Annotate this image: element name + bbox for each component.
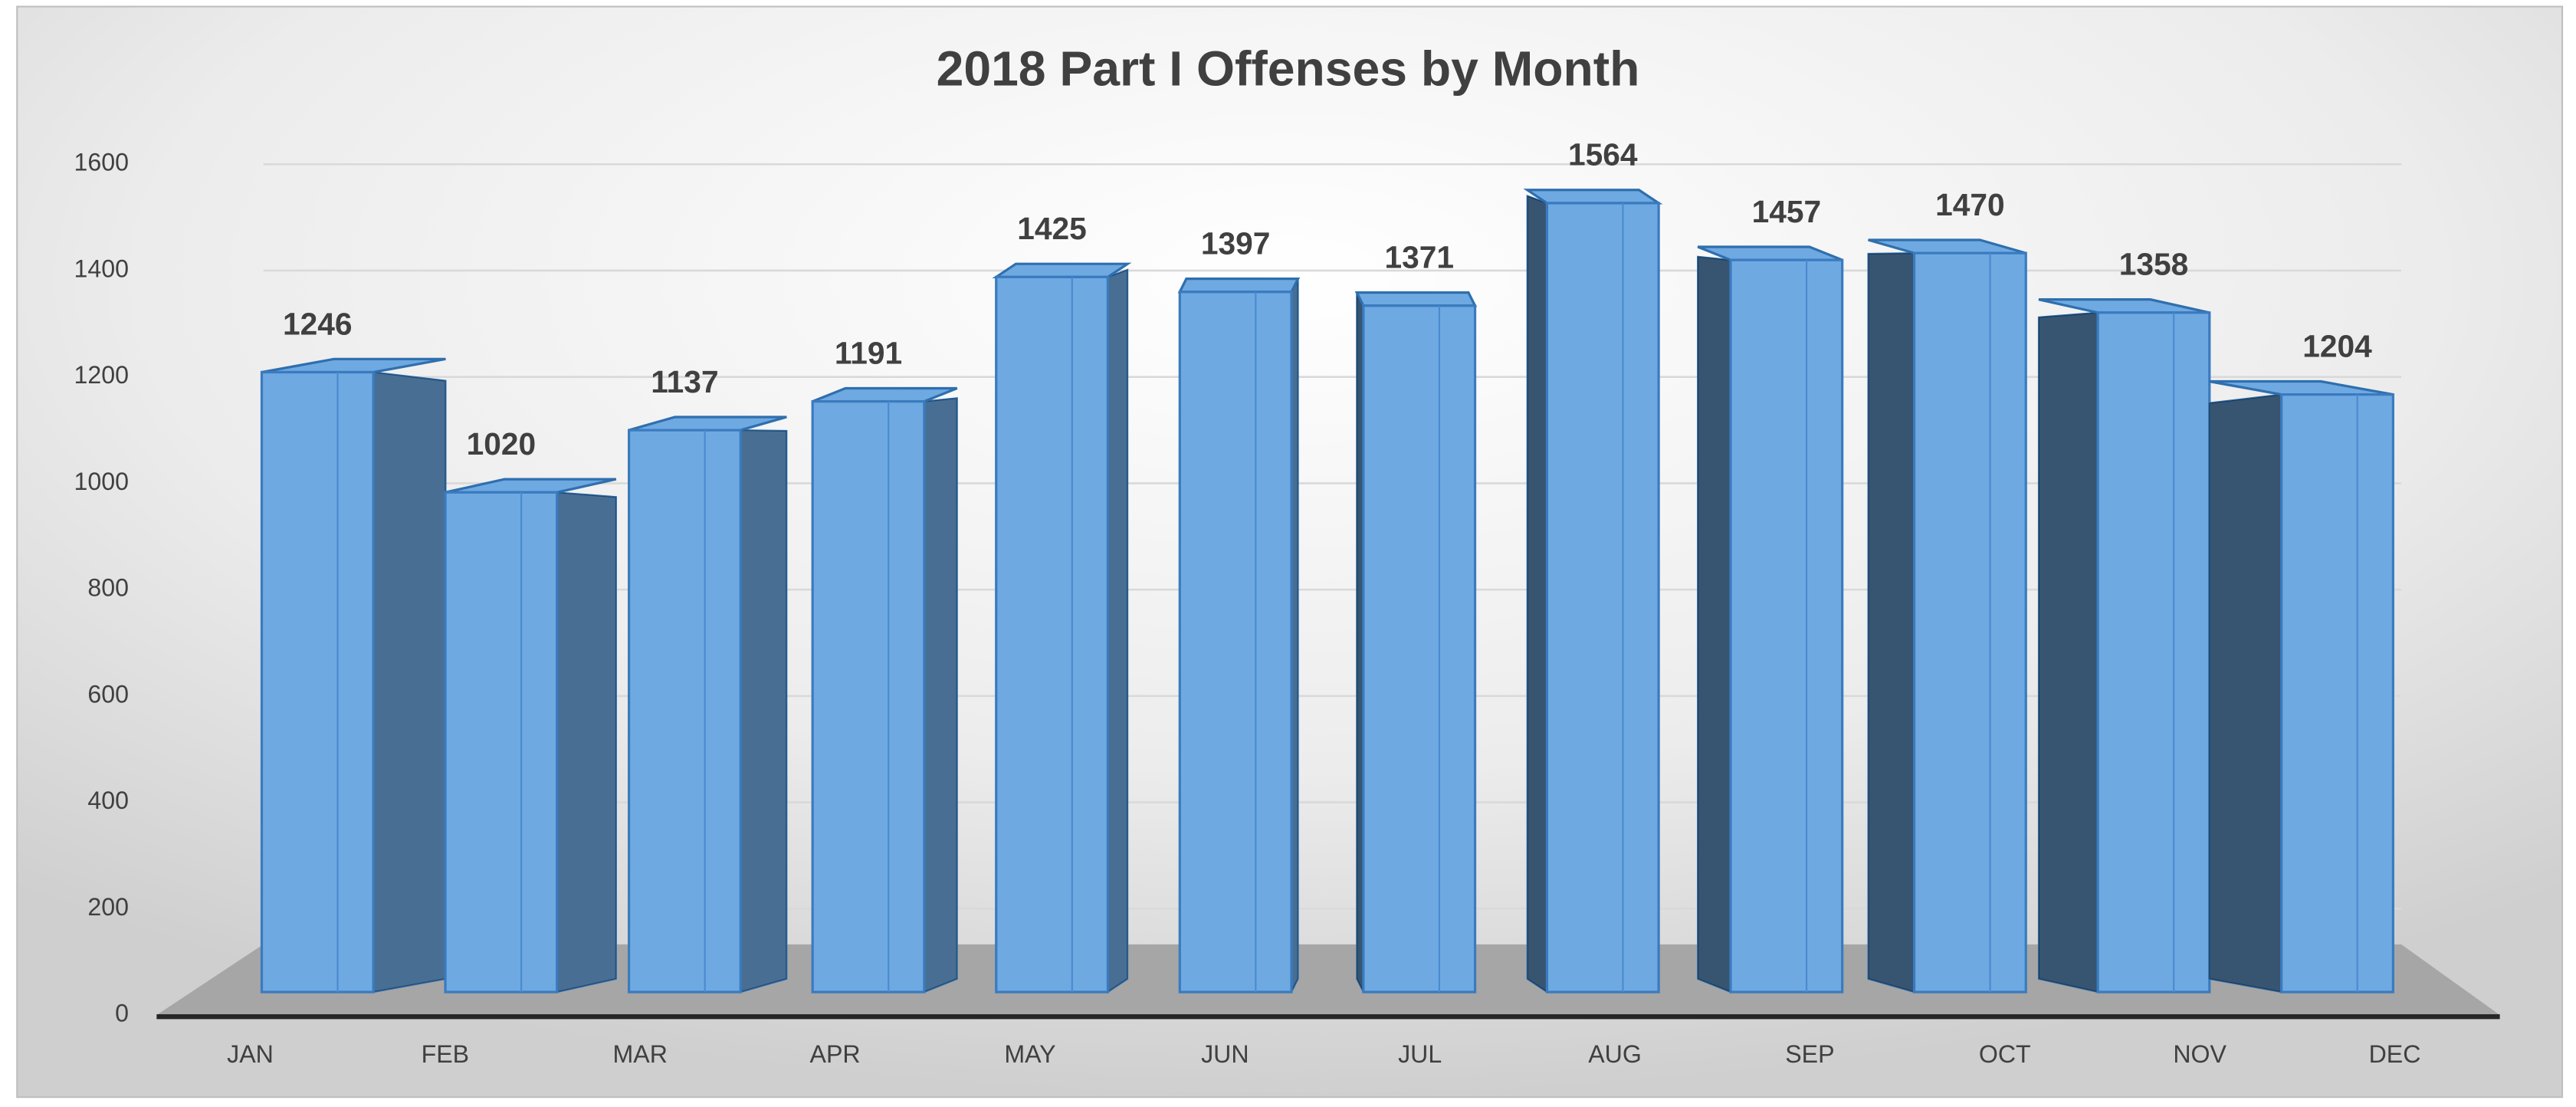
x-tick-label: JAN [227,1040,274,1068]
bar-side-shade [556,492,616,993]
y-tick-label: 800 [87,574,129,602]
y-tick-label: 400 [87,787,129,814]
bar-side-shade [1108,269,1128,993]
x-tick-label: AUG [1588,1040,1642,1068]
value-label: 1371 [1384,240,1454,275]
bar [260,357,447,994]
value-label: 1358 [2119,247,2189,282]
bar-top [1523,189,1663,205]
x-tick-label: JUN [1201,1040,1249,1068]
x-tick-label: APR [810,1040,861,1068]
value-label: 1204 [2302,328,2372,363]
x-tick-label: OCT [1979,1040,2031,1068]
bar-side-shade [2038,312,2099,993]
bar [1523,189,1663,994]
y-tick-label: 1400 [74,255,128,282]
bar-side-shade [1527,195,1547,993]
bar-front [995,275,1110,994]
bar-top [1354,291,1478,307]
bar-front [811,400,926,994]
value-label: 1470 [1935,187,2005,222]
x-tick-label: SEP [1785,1040,1834,1068]
x-tick-label: JUL [1398,1040,1442,1068]
bar [1354,291,1478,994]
bar [1177,278,1301,994]
bar-side-shade [1291,281,1298,993]
bar [1697,245,1844,994]
bars: JAN 1246 FEB 1020 MAR 1137 APR 1191 MAY 1425 JUN 13… [227,137,2420,1068]
bar-side-shade [1698,256,1731,993]
bar [2037,298,2211,994]
bar-front [2280,393,2394,994]
bar-side-shade [740,430,787,993]
y-tick-label: 200 [87,893,129,921]
x-tick-label: DEC [2369,1040,2421,1068]
bar-front [1912,251,2027,994]
bar-side-shade [2209,394,2282,993]
bar-side-shade [924,398,957,993]
bar-top [992,262,1132,278]
value-label: 1564 [1568,137,1638,172]
bar [811,386,958,994]
x-tick-label: NOV [2173,1040,2227,1068]
value-label: 1137 [651,364,718,399]
bar-top [1177,278,1301,294]
bar [992,262,1132,994]
y-tick-label: 1200 [74,361,128,389]
x-tick-label: MAY [1004,1040,1055,1068]
value-label: 1425 [1017,211,1087,246]
value-label: 1457 [1752,194,1822,229]
value-label: 1397 [1201,226,1271,261]
value-label: 1246 [283,306,353,341]
chart-title: 2018 Part I Offenses by Month [937,41,1640,96]
value-label: 1020 [467,426,537,462]
x-tick-label: MAR [613,1040,668,1068]
x-tick-label: FEB [422,1040,469,1068]
bar-front [1362,304,1477,994]
bar [627,416,788,994]
bar-front [2096,311,2211,994]
value-label: 1191 [835,335,902,370]
y-tick-label: 1600 [74,149,128,176]
bar-front [1545,202,1660,994]
bar-front [260,370,375,994]
bar [444,478,617,994]
bar-side-shade [1357,294,1363,993]
y-tick-label: 600 [87,680,129,708]
bar-front [1729,258,1844,994]
bar-side-shade [1868,253,1915,993]
bar [2208,379,2394,994]
bar-front [627,429,742,994]
y-tick-label: 1000 [74,468,128,495]
bar-side-shade [373,372,446,993]
y-tick-label: 0 [115,1000,129,1027]
bar [1867,238,2027,994]
bar-front [1178,291,1293,994]
bar-front [444,491,559,994]
